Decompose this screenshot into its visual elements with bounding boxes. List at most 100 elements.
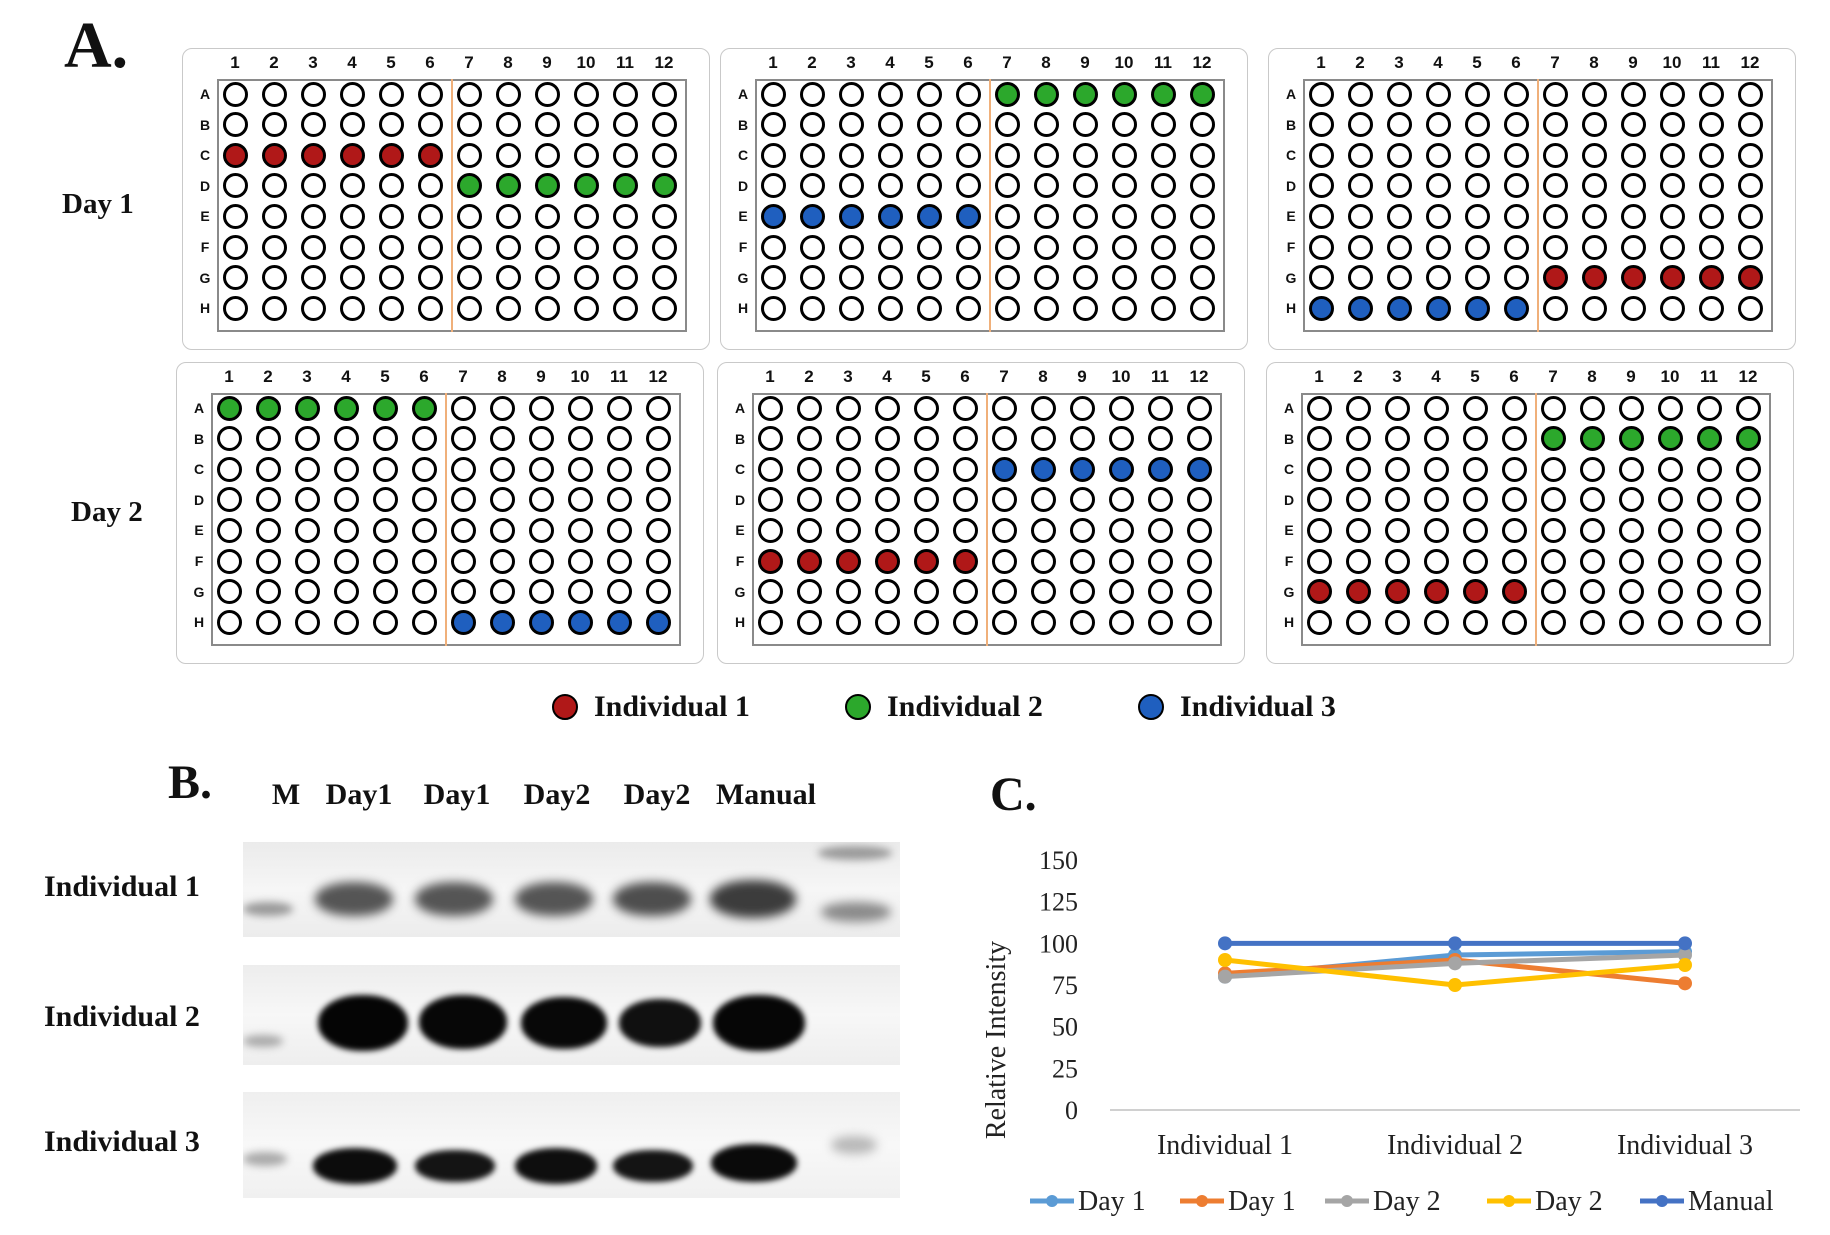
row-letter: D [1283,491,1295,508]
well-empty [651,295,677,321]
well-filled-individual-2 [411,395,437,421]
well-empty [651,265,677,291]
well-empty [916,81,942,107]
well-empty [760,173,786,199]
well-empty [955,81,981,107]
well-empty [216,609,242,635]
chart-legend: Day 1 Day 1 Day 2 Day 2 Manual [1030,1186,1774,1217]
well-empty [1503,173,1529,199]
well-empty [1423,426,1449,452]
well-empty [417,173,443,199]
well-empty [333,579,359,605]
well-empty [1425,265,1451,291]
well-empty [877,112,903,138]
well-empty [1069,426,1095,452]
well-empty [757,426,783,452]
well-empty [1735,487,1761,513]
well-filled-individual-2 [1150,81,1176,107]
well-empty [1540,579,1566,605]
well-empty [1698,112,1724,138]
well-empty [835,456,861,482]
well-empty [1347,234,1373,260]
well-empty [606,548,632,574]
column-number: 4 [341,367,351,386]
column-number: 9 [1077,367,1087,386]
well-empty [1464,112,1490,138]
well-empty [1147,548,1173,574]
well-empty [991,517,1017,543]
row-letter: D [1285,177,1297,194]
well-empty [877,142,903,168]
well-filled-individual-1 [1384,579,1410,605]
well-filled-individual-3 [567,609,593,635]
row-letter: A [734,400,746,416]
well-empty [796,579,822,605]
well-empty [1386,173,1412,199]
well-empty [913,456,939,482]
well-empty [799,81,825,107]
well-empty [1386,203,1412,229]
well-empty [645,395,671,421]
well-empty [1384,426,1410,452]
well-empty [1189,295,1215,321]
column-number: 8 [1038,367,1048,386]
well-empty [333,426,359,452]
well-empty [261,112,287,138]
well-empty [567,579,593,605]
well-empty [760,234,786,260]
x-tick-label: Individual 1 [1157,1130,1293,1161]
well-empty [1618,579,1644,605]
day-2-label: Day 2 [71,496,143,528]
well-empty [874,426,900,452]
well-empty [1579,487,1605,513]
well-empty [1308,81,1334,107]
well-empty [838,265,864,291]
column-number: 9 [1626,367,1636,386]
well-empty [339,81,365,107]
well-empty [1111,203,1137,229]
well-empty [838,81,864,107]
well-empty [1186,548,1212,574]
well-empty [1189,142,1215,168]
well-empty [838,173,864,199]
column-number: 12 [648,367,668,386]
well-empty [1425,142,1451,168]
well-empty [757,579,783,605]
well-empty [1150,173,1176,199]
well-filled-individual-1 [796,548,822,574]
y-tick-label: 75 [1052,971,1078,1000]
well-empty [216,548,242,574]
well-empty [1033,265,1059,291]
well-empty [294,548,320,574]
well-empty [261,81,287,107]
well-empty [1345,487,1371,513]
well-filled-individual-2 [372,395,398,421]
column-number: 7 [458,367,468,386]
plate-day-2-3: 1 2 3 4 5 6 7 8 9 10 11 12 A B C D E F G H [1266,362,1794,664]
well-filled-individual-2 [994,81,1020,107]
blot-image-individual-3 [243,1092,900,1198]
well-empty [1072,142,1098,168]
marker-band [243,1035,283,1047]
well-empty [1696,456,1722,482]
row-letter: D [193,491,205,508]
well-empty [1345,426,1371,452]
well-empty [1618,487,1644,513]
well-empty [612,234,638,260]
well-empty [1186,487,1212,513]
well-empty [1108,579,1134,605]
well-empty [1503,81,1529,107]
well-empty [1186,426,1212,452]
column-number: 8 [503,53,513,72]
well-filled-individual-1 [1620,265,1646,291]
well-empty [1108,426,1134,452]
well-empty [835,609,861,635]
blot-image-individual-1 [243,842,900,937]
well-empty [1737,234,1763,260]
well-empty [757,609,783,635]
well-filled-individual-1 [952,548,978,574]
well-empty [534,295,560,321]
well-empty [255,609,281,635]
well-empty [1698,142,1724,168]
well-empty [994,112,1020,138]
